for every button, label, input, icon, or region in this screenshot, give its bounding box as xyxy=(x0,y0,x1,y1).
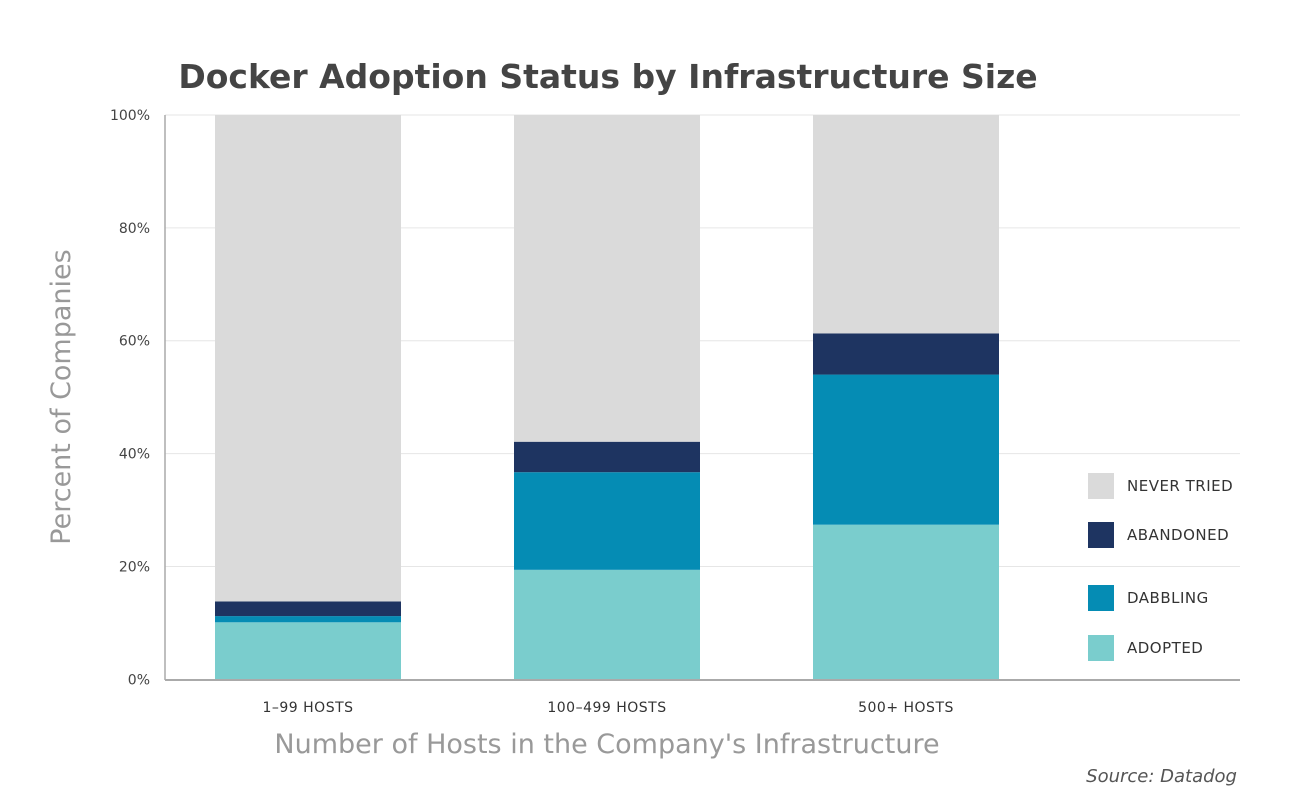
y-tick-label: 100% xyxy=(110,108,150,124)
source-note: Source: Datadog xyxy=(1086,766,1237,787)
x-axis-ticks: 1–99 HOSTS 100–499 HOSTS 500+ HOSTS xyxy=(262,700,953,716)
x-tick-label: 100–499 HOSTS xyxy=(547,700,666,716)
legend-swatch xyxy=(1088,473,1114,499)
bar-segment-never-tried xyxy=(215,115,401,602)
bar-segment-never-tried xyxy=(514,115,700,442)
y-tick-label: 20% xyxy=(119,559,150,575)
bar-segment-abandoned xyxy=(215,601,401,617)
y-tick-label: 80% xyxy=(119,221,150,237)
legend-label: DABBLING xyxy=(1127,589,1209,607)
y-tick-label: 60% xyxy=(119,334,150,350)
legend-swatch xyxy=(1088,635,1114,661)
bar-segment-never-tried xyxy=(813,115,999,334)
bar-segment-abandoned xyxy=(514,441,700,473)
y-axis-label: Percent of Companies xyxy=(46,249,77,544)
bar-segment-adopted xyxy=(215,622,401,680)
bar-segment-adopted xyxy=(813,524,999,680)
legend-swatch xyxy=(1088,522,1114,548)
y-axis-ticks: 0% 20% 40% 60% 80% 100% xyxy=(110,108,150,688)
legend-swatch xyxy=(1088,585,1114,611)
chart-title: Docker Adoption Status by Infrastructure… xyxy=(178,57,1037,96)
x-tick-label: 500+ HOSTS xyxy=(858,700,954,716)
legend-label: ADOPTED xyxy=(1127,639,1203,657)
x-axis-label: Number of Hosts in the Company's Infrast… xyxy=(274,729,939,760)
legend-label: NEVER TRIED xyxy=(1127,477,1233,495)
bar-segment-dabbling xyxy=(514,472,700,570)
bars xyxy=(215,115,999,680)
legend: NEVER TRIED ABANDONED DABBLING ADOPTED xyxy=(1088,473,1233,661)
y-tick-label: 0% xyxy=(128,672,150,688)
bar-segment-dabbling xyxy=(215,616,401,623)
bar-segment-abandoned xyxy=(813,333,999,375)
y-tick-label: 40% xyxy=(119,447,150,463)
legend-label: ABANDONED xyxy=(1127,526,1229,544)
bar-segment-adopted xyxy=(514,569,700,680)
bar-segment-dabbling xyxy=(813,374,999,525)
x-tick-label: 1–99 HOSTS xyxy=(262,700,353,716)
